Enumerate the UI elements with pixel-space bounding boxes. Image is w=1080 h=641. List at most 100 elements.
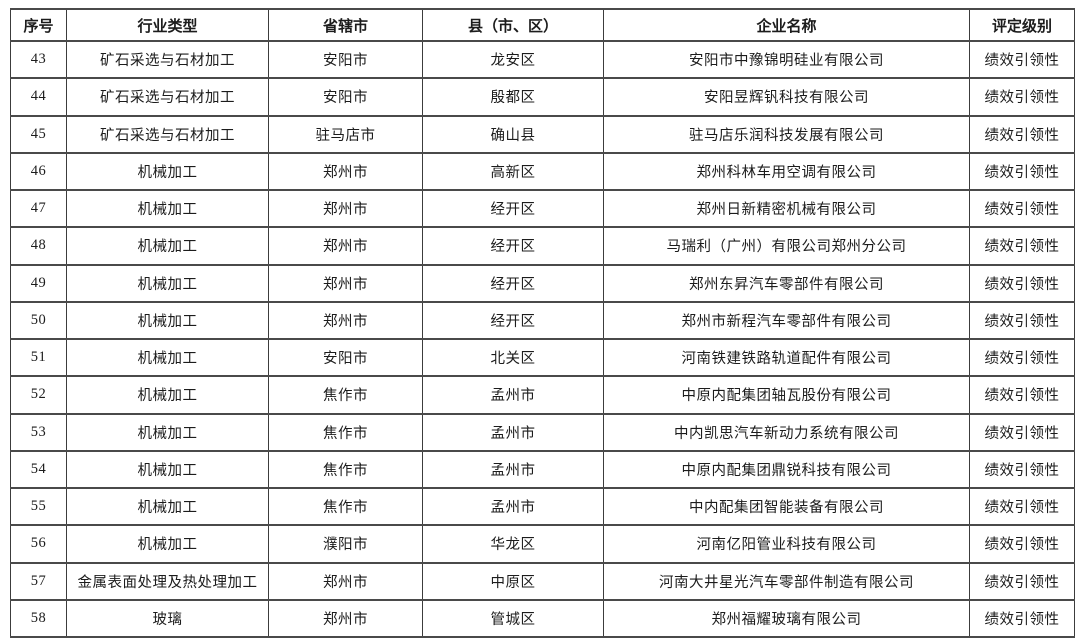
cell-county: 殷都区 [422, 77, 604, 117]
cell-seq: 57 [10, 561, 67, 601]
cell-seq: 43 [10, 39, 67, 80]
cell-rating: 绩效引领性 [969, 151, 1075, 192]
cell-seq: 55 [10, 486, 67, 527]
table-row: 50 机械加工 郑州市 经开区 郑州市新程汽车零部件有限公司 绩效引领性 [10, 300, 1075, 341]
cell-city: 郑州市 [268, 300, 423, 341]
cell-city: 焦作市 [268, 375, 423, 415]
cell-city: 濮阳市 [268, 524, 423, 564]
cell-county: 孟州市 [422, 486, 604, 527]
enterprise-rating-table: 序号 行业类型 省辖市 县（市、区） 企业名称 评定级别 43 矿石采选与石材加工… [10, 8, 1075, 639]
cell-seq: 45 [10, 114, 67, 154]
cell-county: 管城区 [422, 598, 604, 639]
table-row: 49 机械加工 郑州市 经开区 郑州东昇汽车零部件有限公司 绩效引领性 [10, 263, 1075, 303]
table-row: 55 机械加工 焦作市 孟州市 中内配集团智能装备有限公司 绩效引领性 [10, 486, 1075, 527]
cell-company: 安阳市中豫锦明硅业有限公司 [603, 39, 970, 80]
col-header-industry: 行业类型 [66, 8, 269, 42]
table-row: 46 机械加工 郑州市 高新区 郑州科林车用空调有限公司 绩效引领性 [10, 151, 1075, 192]
cell-company: 河南亿阳管业科技有限公司 [603, 524, 970, 564]
col-header-city: 省辖市 [268, 8, 423, 42]
cell-county: 经开区 [422, 226, 604, 266]
cell-county: 孟州市 [422, 449, 604, 490]
cell-industry: 机械加工 [66, 449, 269, 490]
header-row: 序号 行业类型 省辖市 县（市、区） 企业名称 评定级别 [10, 8, 1075, 42]
cell-rating: 绩效引领性 [969, 598, 1075, 639]
cell-rating: 绩效引领性 [969, 449, 1075, 490]
cell-seq: 56 [10, 524, 67, 564]
cell-rating: 绩效引领性 [969, 188, 1075, 229]
cell-company: 郑州日新精密机械有限公司 [603, 188, 970, 229]
table-row: 45 矿石采选与石材加工 驻马店市 确山县 驻马店乐润科技发展有限公司 绩效引领性 [10, 114, 1075, 154]
cell-rating: 绩效引领性 [969, 300, 1075, 341]
cell-county: 经开区 [422, 188, 604, 229]
cell-seq: 44 [10, 77, 67, 117]
cell-county: 中原区 [422, 561, 604, 601]
cell-company: 安阳昱辉钒科技有限公司 [603, 77, 970, 117]
cell-industry: 玻璃 [66, 598, 269, 639]
col-header-company: 企业名称 [603, 8, 970, 42]
cell-industry: 机械加工 [66, 524, 269, 564]
cell-seq: 54 [10, 449, 67, 490]
cell-city: 郑州市 [268, 226, 423, 266]
cell-company: 郑州市新程汽车零部件有限公司 [603, 300, 970, 341]
cell-rating: 绩效引领性 [969, 226, 1075, 266]
cell-county: 北关区 [422, 337, 604, 378]
cell-city: 焦作市 [268, 486, 423, 527]
cell-industry: 矿石采选与石材加工 [66, 39, 269, 80]
cell-rating: 绩效引领性 [969, 337, 1075, 378]
cell-industry: 矿石采选与石材加工 [66, 77, 269, 117]
cell-rating: 绩效引领性 [969, 561, 1075, 601]
cell-rating: 绩效引领性 [969, 375, 1075, 415]
col-header-county: 县（市、区） [422, 8, 604, 42]
cell-company: 中内凯思汽车新动力系统有限公司 [603, 412, 970, 452]
table-row: 56 机械加工 濮阳市 华龙区 河南亿阳管业科技有限公司 绩效引领性 [10, 524, 1075, 564]
cell-industry: 机械加工 [66, 226, 269, 266]
cell-company: 马瑞利（广州）有限公司郑州分公司 [603, 226, 970, 266]
cell-city: 郑州市 [268, 598, 423, 639]
cell-industry: 机械加工 [66, 412, 269, 452]
cell-county: 高新区 [422, 151, 604, 192]
table-row: 58 玻璃 郑州市 管城区 郑州福耀玻璃有限公司 绩效引领性 [10, 598, 1075, 639]
cell-rating: 绩效引领性 [969, 77, 1075, 117]
table-row: 57 金属表面处理及热处理加工 郑州市 中原区 河南大井星光汽车零部件制造有限公司 绩效引… [10, 561, 1075, 601]
cell-city: 郑州市 [268, 188, 423, 229]
cell-seq: 52 [10, 375, 67, 415]
table-row: 47 机械加工 郑州市 经开区 郑州日新精密机械有限公司 绩效引领性 [10, 188, 1075, 229]
cell-county: 华龙区 [422, 524, 604, 564]
cell-industry: 机械加工 [66, 337, 269, 378]
cell-city: 安阳市 [268, 337, 423, 378]
cell-rating: 绩效引领性 [969, 114, 1075, 154]
table-row: 51 机械加工 安阳市 北关区 河南铁建铁路轨道配件有限公司 绩效引领性 [10, 337, 1075, 378]
table-row: 54 机械加工 焦作市 孟州市 中原内配集团鼎锐科技有限公司 绩效引领性 [10, 449, 1075, 490]
cell-city: 郑州市 [268, 263, 423, 303]
cell-county: 龙安区 [422, 39, 604, 80]
table-body: 43 矿石采选与石材加工 安阳市 龙安区 安阳市中豫锦明硅业有限公司 绩效引领性 44 矿石采… [10, 39, 1075, 639]
cell-industry: 机械加工 [66, 188, 269, 229]
cell-rating: 绩效引领性 [969, 39, 1075, 80]
table-row: 53 机械加工 焦作市 孟州市 中内凯思汽车新动力系统有限公司 绩效引领性 [10, 412, 1075, 452]
cell-seq: 49 [10, 263, 67, 303]
cell-company: 中内配集团智能装备有限公司 [603, 486, 970, 527]
cell-company: 中原内配集团轴瓦股份有限公司 [603, 375, 970, 415]
cell-industry: 金属表面处理及热处理加工 [66, 561, 269, 601]
cell-company: 河南铁建铁路轨道配件有限公司 [603, 337, 970, 378]
cell-seq: 50 [10, 300, 67, 341]
cell-seq: 48 [10, 226, 67, 266]
cell-rating: 绩效引领性 [969, 486, 1075, 527]
cell-city: 郑州市 [268, 151, 423, 192]
cell-county: 确山县 [422, 114, 604, 154]
table-row: 48 机械加工 郑州市 经开区 马瑞利（广州）有限公司郑州分公司 绩效引领性 [10, 226, 1075, 266]
cell-county: 经开区 [422, 300, 604, 341]
cell-company: 郑州东昇汽车零部件有限公司 [603, 263, 970, 303]
table-row: 44 矿石采选与石材加工 安阳市 殷都区 安阳昱辉钒科技有限公司 绩效引领性 [10, 77, 1075, 117]
cell-industry: 机械加工 [66, 263, 269, 303]
cell-seq: 58 [10, 598, 67, 639]
cell-industry: 机械加工 [66, 486, 269, 527]
cell-industry: 机械加工 [66, 300, 269, 341]
cell-industry: 机械加工 [66, 375, 269, 415]
cell-seq: 47 [10, 188, 67, 229]
cell-city: 郑州市 [268, 561, 423, 601]
table-row: 43 矿石采选与石材加工 安阳市 龙安区 安阳市中豫锦明硅业有限公司 绩效引领性 [10, 39, 1075, 80]
cell-city: 焦作市 [268, 449, 423, 490]
cell-city: 驻马店市 [268, 114, 423, 154]
cell-city: 安阳市 [268, 39, 423, 80]
